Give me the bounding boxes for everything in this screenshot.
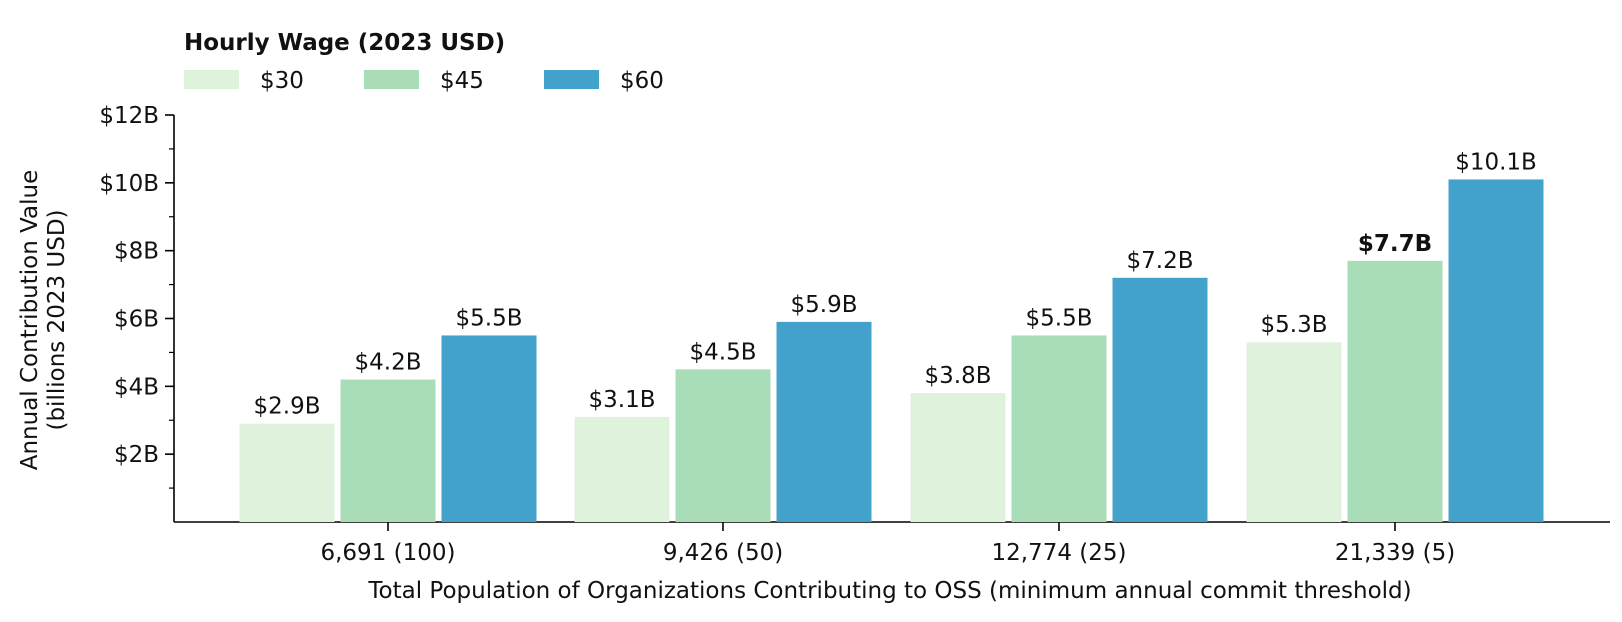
bar-value-label: $3.8B [925,363,992,389]
bar-value-label: $3.1B [589,387,656,413]
x-tick-label: 6,691 (100) [320,540,455,566]
legend-swatch [364,70,419,89]
bar [776,321,872,522]
legend-swatch [184,70,239,89]
bar-value-label: $5.5B [1026,305,1093,331]
y-axis-title-line1: Annual Contribution Value [17,170,43,471]
bar-labels: $2.9B $4.2B $5.5B $3.1B $4.5B $5.9B $3.8B $5.5B… [254,149,1537,419]
bar [340,379,436,522]
y-tick-label: $6B [114,307,159,333]
bar [239,423,335,522]
bar-value-label: $2.9B [254,394,321,420]
bar-value-label: $5.3B [1261,312,1328,338]
bar-value-label: $7.2B [1127,248,1194,274]
y-tick-label: $4B [114,374,159,400]
x-tick-label: 12,774 (25) [991,540,1126,566]
bar-value-label: $4.2B [355,350,422,376]
bar-value-label: $10.1B [1455,149,1537,175]
x-tick-label: 9,426 (50) [663,540,783,566]
y-tick-label: $12B [99,103,159,129]
y-tick-label: $8B [114,239,159,265]
bars [239,179,1544,523]
legend: Hourly Wage (2023 USD) $30 $45 $60 [184,30,664,94]
bar-value-label: $5.9B [791,292,858,318]
y-axis-title-line2: (billions 2023 USD) [44,209,70,430]
legend-title: Hourly Wage (2023 USD) [184,30,505,56]
bar [1246,342,1342,522]
y-tick-label: $10B [99,171,159,197]
bar-value-label: $4.5B [690,339,757,365]
bar [574,416,670,522]
x-axis: 6,691 (100) 9,426 (50) 12,774 (25) 21,339 (… [174,521,1610,566]
y-tick-label: $2B [114,442,159,468]
bar [675,369,771,522]
x-tick-label: 21,339 (5) [1335,540,1455,566]
legend-label: $45 [440,68,484,94]
bar [1011,335,1107,522]
bar [1112,277,1208,522]
x-axis-title: Total Population of Organizations Contri… [367,578,1411,604]
legend-swatch [544,70,599,89]
bar [910,393,1006,522]
bar [1347,260,1443,522]
legend-label: $30 [260,68,304,94]
bar [441,335,537,522]
y-axis: $2B $4B $6B $8B $10B $12B [99,103,175,522]
bar [1448,179,1544,523]
legend-label: $60 [620,68,664,94]
bar-value-label: $5.5B [456,305,523,331]
bar-value-label: $7.7B [1358,231,1432,257]
